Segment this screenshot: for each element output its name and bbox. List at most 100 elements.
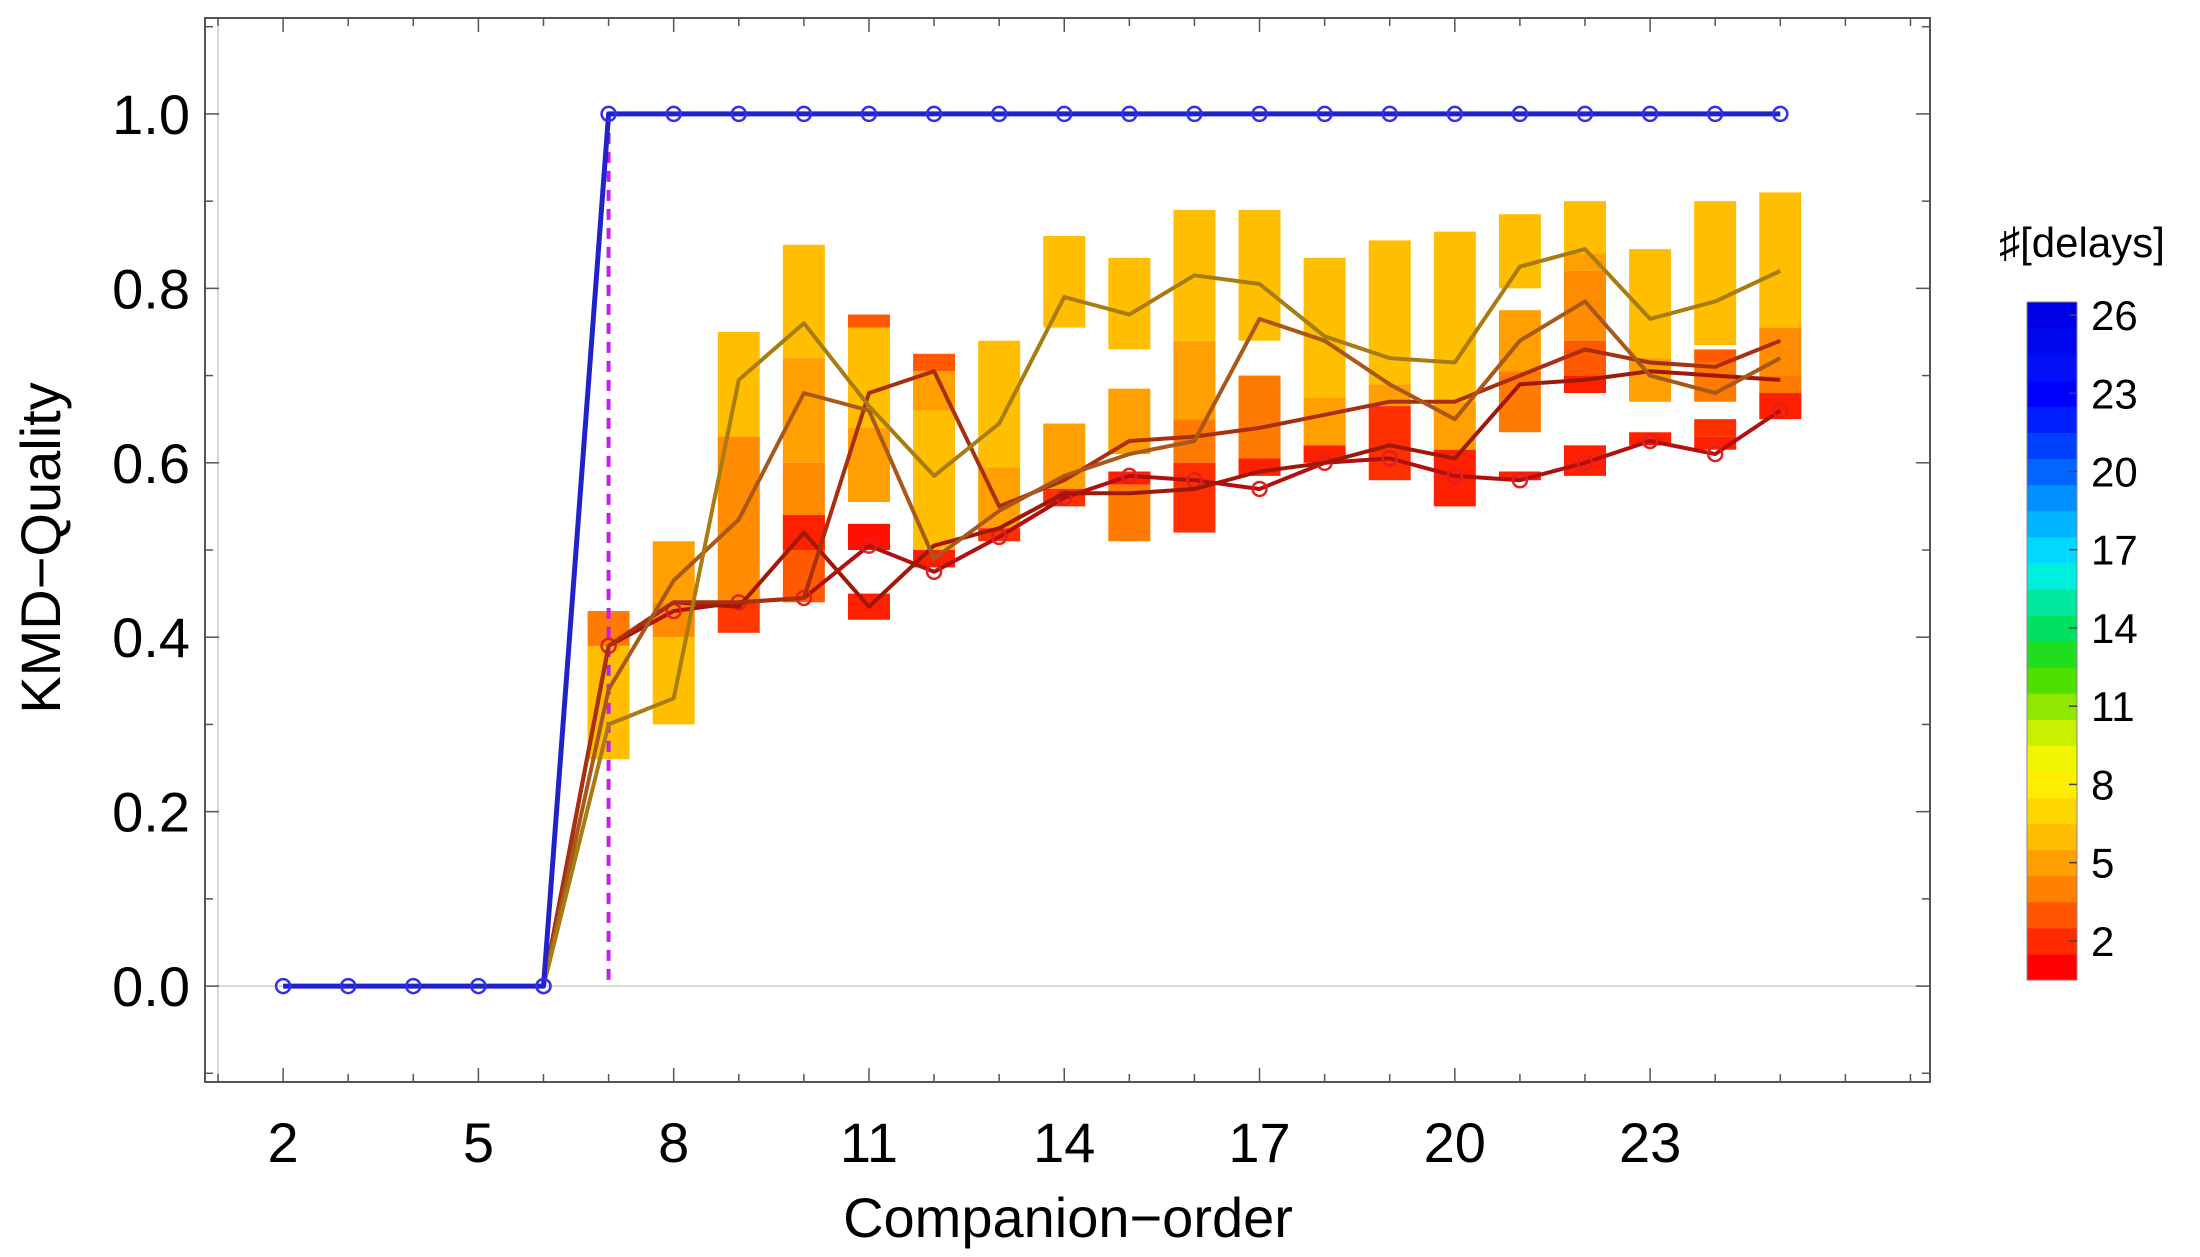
range-bar-segment [1433,231,1476,402]
range-bar-segment [1564,445,1606,476]
legend-frame [2026,301,2078,981]
data-point [860,105,878,123]
data-point [1251,105,1268,123]
legend-color-cell [2027,719,2077,746]
x-tick-label: 14 [1033,1111,1095,1174]
legend-tick-label: 8 [2091,761,2114,808]
range-bar-segment [652,637,695,725]
legend-color-cell [2027,302,2077,329]
range-bar-segment [1238,375,1281,459]
range-bar-segment [1694,201,1737,346]
axis-ticks: 2 5 8 11 14 17 20 23 0.0 0.2 0.4 0.6 0.8 1.0 [112,18,1930,1174]
data-point [1446,467,1464,485]
legend-color-cell [2027,380,2077,407]
data-point [1186,105,1203,123]
range-bar-segment [1694,362,1737,402]
color-legend: ♯[delays] 26 23 20 17 14 11 8 5 2 [1999,219,2165,981]
range-bar-segment [1368,240,1411,385]
data-point [600,105,617,123]
legend-tick-label: 11 [2091,683,2135,730]
legend-color-cell [2027,927,2077,955]
legend-color-cell [2027,588,2077,616]
data-point [795,105,813,123]
legend-tick-label: 20 [2091,449,2138,496]
legend-color-cell [2027,328,2077,355]
legend-color-cell [2027,458,2077,486]
data-point [1576,105,1594,123]
data-point [665,105,682,123]
range-bar-segment [1694,349,1737,363]
range-bar-segment [1498,214,1541,289]
series-line [541,369,1781,987]
data-point [1381,450,1398,467]
legend-color-cell [2027,614,2077,642]
legend-tick-label: 26 [2091,292,2138,339]
legend-color-cell [2027,693,2077,720]
range-bars [587,192,1802,760]
y-axis-label: KMD−Quality [9,382,72,713]
range-bar-segment [1694,419,1737,437]
range-bar-segment [978,340,1021,468]
data-point [925,563,943,581]
range-bar-segment [913,353,956,372]
legend-color-cell [2027,406,2077,433]
range-bar-segment [1108,388,1151,455]
range-bar-segment [1303,397,1346,446]
x-tick-label: 2 [268,1111,299,1174]
y-tick-label: 0.0 [112,955,190,1018]
range-bar-segment [1759,192,1802,328]
data-point [1121,467,1138,485]
legend-color-cell [2027,354,2077,381]
series-line [541,299,1782,987]
legend-tick-label: 23 [2091,370,2138,417]
legend-color-cell [2027,667,2077,694]
y-tick-label: 0.2 [112,781,190,844]
data-point [535,977,552,995]
legend-color-cell [2027,849,2077,877]
x-axis-label: Companion−order [843,1186,1293,1249]
data-point [1511,105,1529,123]
data-point [1446,105,1464,123]
data-point [925,105,943,123]
legend-tick-label: 14 [2091,605,2138,652]
data-point [1641,105,1659,123]
legend-color-cell [2027,823,2077,851]
range-bar-segment [1564,270,1606,341]
legend-color-cell [2027,484,2077,512]
y-tick-label: 0.6 [112,432,190,495]
data-point [1772,105,1789,123]
x-tick-label: 20 [1424,1111,1486,1174]
legend-color-cell [2027,536,2077,564]
y-tick-label: 0.4 [112,606,190,669]
y-tick-label: 0.8 [112,257,190,320]
data-point [1772,402,1789,419]
data-point [1055,105,1073,123]
range-bar-segment [1759,393,1802,420]
data-point [860,537,878,554]
x-tick-label: 17 [1228,1111,1290,1174]
data-point [339,977,357,995]
series-lines [274,105,1789,995]
legend-color-cell [2027,641,2077,668]
legend-color-cell [2027,562,2077,590]
x-tick-label: 23 [1619,1111,1681,1174]
series-line [541,247,1782,987]
x-tick-label: 11 [840,1111,898,1174]
data-point [274,977,292,995]
range-bar-segment [1564,340,1606,376]
legend-color-cell [2027,745,2077,772]
legend-color-cell [2027,875,2077,903]
legend-tick-label: 17 [2091,527,2138,574]
legend-color-cell [2027,432,2077,460]
x-tick-label: 5 [463,1111,494,1174]
range-bar-segment [1368,406,1411,481]
legend-color-cell [2027,510,2077,538]
range-bar-segment [1564,201,1606,254]
range-bar-segment [1759,327,1802,376]
legend-color-cell [2027,771,2077,799]
series-line [283,111,1781,989]
data-point [470,977,487,995]
data-point [1381,105,1398,123]
data-point [730,105,748,123]
